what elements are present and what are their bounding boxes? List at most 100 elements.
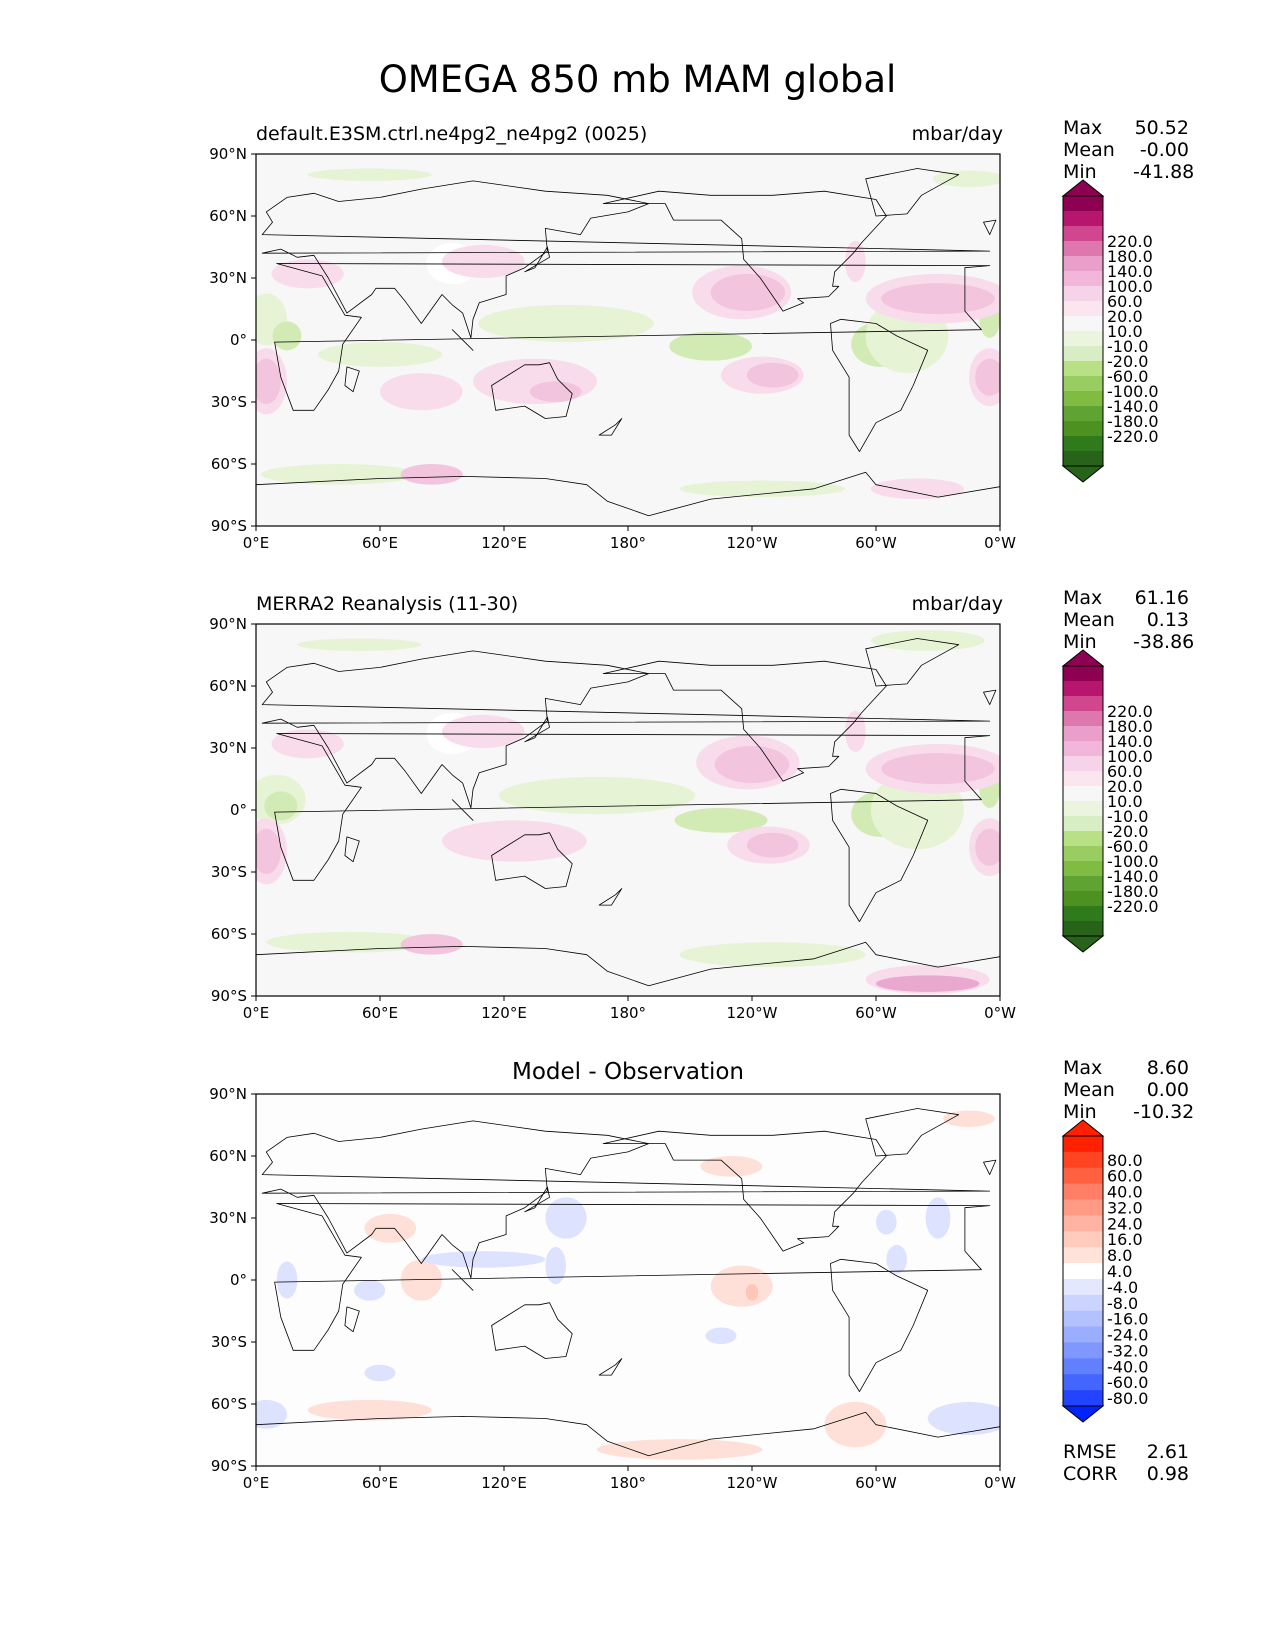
colorbar-tick-label: 4.0 <box>1107 1262 1132 1281</box>
contour-region <box>478 304 654 343</box>
colorbar-swatch <box>1063 831 1103 847</box>
x-tick-label: 60°E <box>362 534 398 552</box>
colorbar-swatch <box>1063 1263 1103 1280</box>
coastline <box>524 1186 550 1213</box>
colorbar-tick-label: 32.0 <box>1107 1198 1143 1217</box>
stat-row-mean: Mean 0.13 <box>1063 609 1189 631</box>
contour-region <box>545 1246 567 1285</box>
colorbar-tick-label: -8.0 <box>1107 1294 1138 1313</box>
y-tick-label: 30°S <box>211 393 247 411</box>
contour-region <box>876 975 980 992</box>
colorbar-swatch <box>1063 771 1103 787</box>
coastline <box>256 1411 1000 1466</box>
x-tick-label: 60°W <box>855 1004 897 1022</box>
contour-region <box>975 358 1000 396</box>
colorbar-swatch <box>1063 816 1103 832</box>
colorbar-swatch <box>1063 451 1103 467</box>
coastline <box>602 660 887 782</box>
coastline <box>865 168 960 217</box>
colorbar-swatch <box>1063 876 1103 892</box>
contour-region <box>932 170 1000 188</box>
colorbar-swatch <box>1063 391 1103 407</box>
colorbar-tick-label: 20.0 <box>1107 307 1143 326</box>
stat-row-mean: Mean 0.00 <box>1063 1079 1189 1101</box>
stat-row-corr: CORR 0.98 <box>1063 1463 1189 1485</box>
colorbar-tick-label: 10.0 <box>1107 322 1143 341</box>
panel-diff-metrics: RMSE 2.61 CORR 0.98 <box>1063 1441 1189 1485</box>
colorbar-tick-label: -10.0 <box>1107 807 1148 826</box>
coastline <box>865 638 960 687</box>
contour-region <box>442 244 525 278</box>
y-tick-label: 60°S <box>211 1395 247 1413</box>
colorbar-tick-label: 220.0 <box>1107 232 1153 251</box>
coastline <box>256 941 1000 996</box>
colorbar-swatch <box>1063 271 1103 287</box>
stat-row-max: Max 8.60 <box>1063 1057 1189 1079</box>
y-tick-label: 0° <box>230 801 247 819</box>
panel-test-left-title: default.E3SM.ctrl.ne4pg2_ne4pg2 (0025) <box>256 123 648 145</box>
y-tick-label: 60°N <box>209 677 247 695</box>
coastline <box>261 650 991 809</box>
contour-region <box>307 168 432 181</box>
colorbar-tick-label: 20.0 <box>1107 777 1143 796</box>
colorbar-tick-label: -24.0 <box>1107 1326 1148 1345</box>
x-tick-label: 120°E <box>481 1474 527 1492</box>
x-tick-label: 0°W <box>984 1474 1016 1492</box>
coastline <box>344 366 360 393</box>
y-tick-label: 90°N <box>209 1085 247 1103</box>
colorbar-swatch <box>1063 376 1103 392</box>
colorbar-swatch <box>1063 256 1103 272</box>
contour-region <box>710 273 786 312</box>
colorbar-test: 220.0180.0140.0100.060.020.010.0-10.0-20… <box>1061 179 1159 483</box>
colorbar-tick-label: 100.0 <box>1107 747 1153 766</box>
colorbar-tick-label: -20.0 <box>1107 352 1148 371</box>
coastline <box>830 318 929 453</box>
x-tick-label: 120°W <box>727 1004 778 1022</box>
coastline <box>274 1203 991 1351</box>
contour-region <box>597 1439 763 1460</box>
contour-region <box>845 240 866 283</box>
colorbar-diff: 80.060.040.032.024.016.08.04.0-4.0-8.0-1… <box>1061 1119 1148 1423</box>
panel-test-units: mbar/day <box>911 123 1003 145</box>
y-tick-label: 30°N <box>209 1209 247 1227</box>
coastline <box>598 418 623 436</box>
coastline <box>274 263 991 411</box>
colorbar-tick-label: -140.0 <box>1107 867 1159 886</box>
coastline <box>491 362 573 419</box>
colorbar-tick-label: -4.0 <box>1107 1278 1138 1297</box>
y-tick-label: 90°N <box>209 145 247 163</box>
panel-ref-units: mbar/day <box>911 593 1003 615</box>
colorbar-swatch <box>1063 1294 1103 1312</box>
contour-region <box>700 1156 763 1177</box>
x-tick-label: 120°E <box>481 534 527 552</box>
contour-region <box>318 342 442 367</box>
coastline <box>830 1258 929 1392</box>
contour-region <box>529 381 582 402</box>
panel-ref-stats: Max 61.16 Mean 0.13 Min -38.86 <box>1063 587 1194 653</box>
coastline <box>983 689 997 705</box>
contour-region <box>400 934 463 955</box>
colorbar-swatch <box>1063 211 1103 227</box>
contour-region <box>824 1401 887 1448</box>
colorbar-ref: 220.0180.0140.0100.060.020.010.0-10.0-20… <box>1061 649 1159 953</box>
contour-region <box>927 1401 1000 1435</box>
contour-region <box>498 776 696 815</box>
map-panel-diff: 0°E 60°E 120°E 180° 120°W 60°W 0°W 90°N 60°N 30°N… <box>209 1085 1016 1492</box>
colorbar-swatch <box>1063 696 1103 712</box>
colorbar-swatch <box>1063 436 1103 452</box>
contour-region <box>746 362 799 388</box>
colorbar-tick-label: -100.0 <box>1107 382 1159 401</box>
coastline <box>491 832 573 889</box>
colorbar-swatch <box>1063 1151 1103 1169</box>
x-tick-label: 0°W <box>984 1004 1016 1022</box>
stat-row-max: Max 61.16 <box>1063 587 1189 609</box>
contour-region <box>400 1259 443 1301</box>
contour-region <box>264 791 298 821</box>
y-tick-label: 60°S <box>211 925 247 943</box>
contour-region <box>714 745 790 784</box>
coastline <box>261 1120 991 1279</box>
x-tick-label: 120°W <box>727 1474 778 1492</box>
colorbar-swatch <box>1063 406 1103 422</box>
contour-region <box>256 828 281 875</box>
y-tick-label: 0° <box>230 331 247 349</box>
